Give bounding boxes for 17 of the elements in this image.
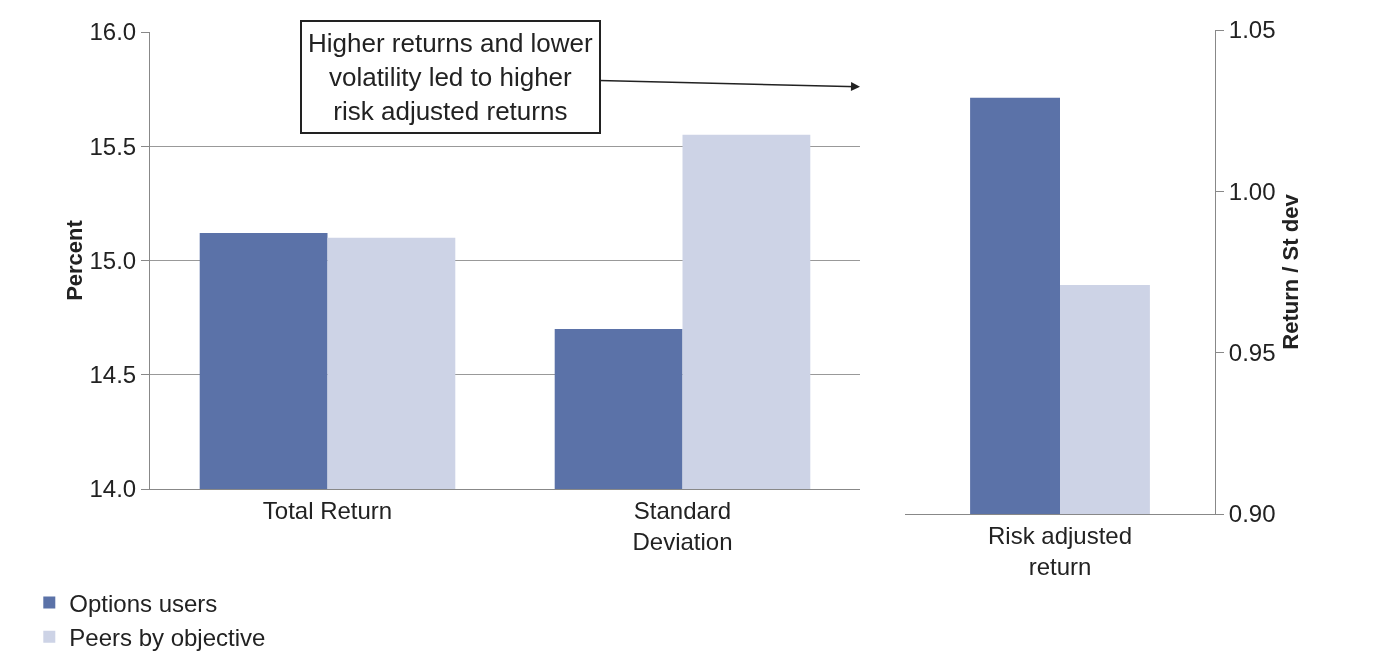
legend-label: Peers by objective bbox=[69, 624, 266, 652]
y-tick-label: 16.0 bbox=[89, 18, 137, 46]
annotation: Higher returns and lower volatility led to higher risk adjusted returns bbox=[308, 28, 594, 126]
y2-tick-label: 1.00 bbox=[1228, 177, 1276, 205]
x-tick-label: Standard Deviation bbox=[632, 496, 733, 555]
y-tick-label: 15.0 bbox=[89, 246, 137, 274]
y2-tick-label: 0.90 bbox=[1228, 500, 1276, 528]
x-tick-label: Risk adjusted return bbox=[987, 521, 1133, 580]
legend-label: Options users bbox=[69, 589, 218, 617]
y-tick-label: 15.5 bbox=[89, 132, 137, 160]
y2-tick-label: 0.95 bbox=[1228, 339, 1276, 367]
x-tick-label: Total Return bbox=[262, 496, 393, 524]
y2-axis-title: Return / St dev bbox=[1277, 193, 1303, 350]
y-tick-label: 14.5 bbox=[89, 361, 137, 389]
y2-tick-label: 1.05 bbox=[1228, 16, 1276, 44]
y-tick-label: 14.0 bbox=[89, 475, 137, 503]
y-axis-title: Percent bbox=[62, 219, 88, 301]
